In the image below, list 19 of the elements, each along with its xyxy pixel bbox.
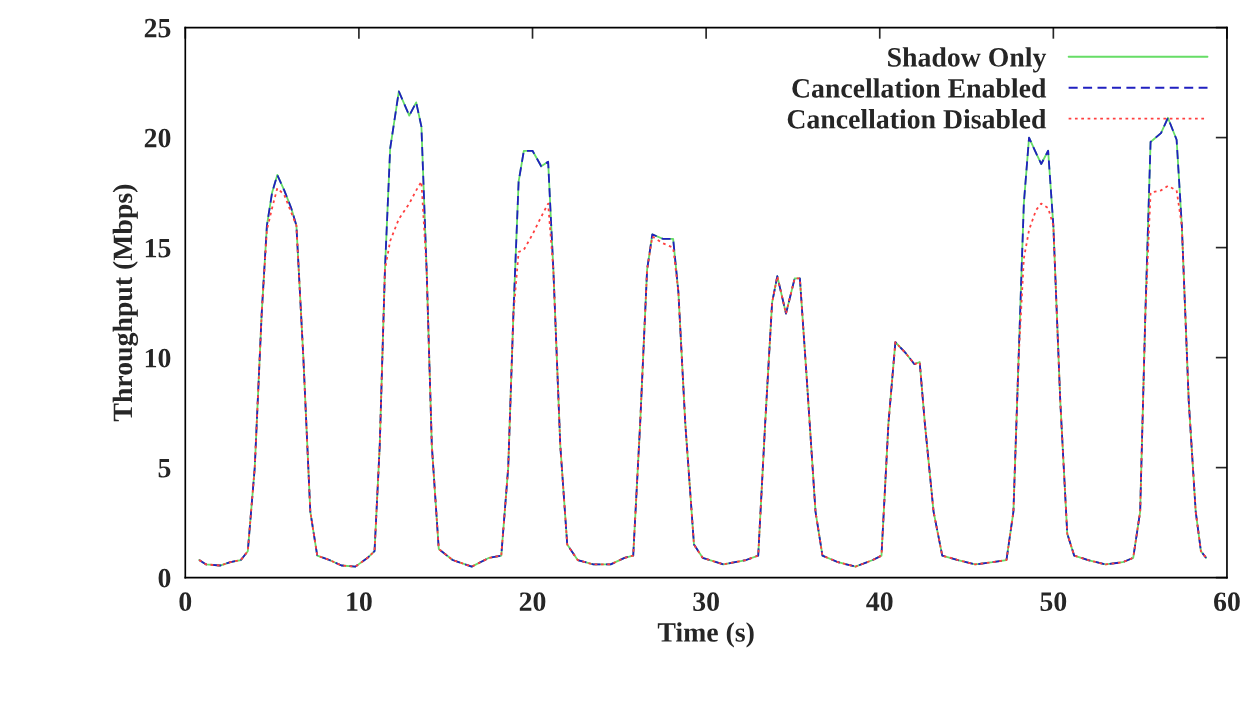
y-tick-label: 20 (144, 128, 171, 148)
y-axis-title: Throughput (Mbps) (112, 184, 139, 422)
legend-label: Shadow Only (888, 47, 1047, 73)
x-tick-label: 40 (866, 592, 893, 612)
y-tick-label: 0 (158, 568, 171, 588)
y-tick-label: 5 (158, 459, 171, 478)
x-tick-label: 10 (347, 592, 372, 612)
y-tick-label: 25 (144, 18, 171, 38)
x-axis-title: Time (s) (657, 622, 754, 648)
x-tick-label: 20 (519, 592, 546, 612)
x-tick-label: 50 (1040, 592, 1067, 612)
y-tick-label: 15 (145, 238, 171, 258)
line-series (198, 180, 1208, 568)
y-tick-label: 10 (145, 348, 171, 368)
x-tick-label: 30 (693, 592, 719, 612)
x-tick-label: 0 (179, 592, 192, 612)
legend-label: Cancellation Enabled (792, 78, 1047, 98)
legend-label: Cancellation Disabled (787, 109, 1047, 129)
x-tick-label: 60 (1214, 592, 1240, 612)
